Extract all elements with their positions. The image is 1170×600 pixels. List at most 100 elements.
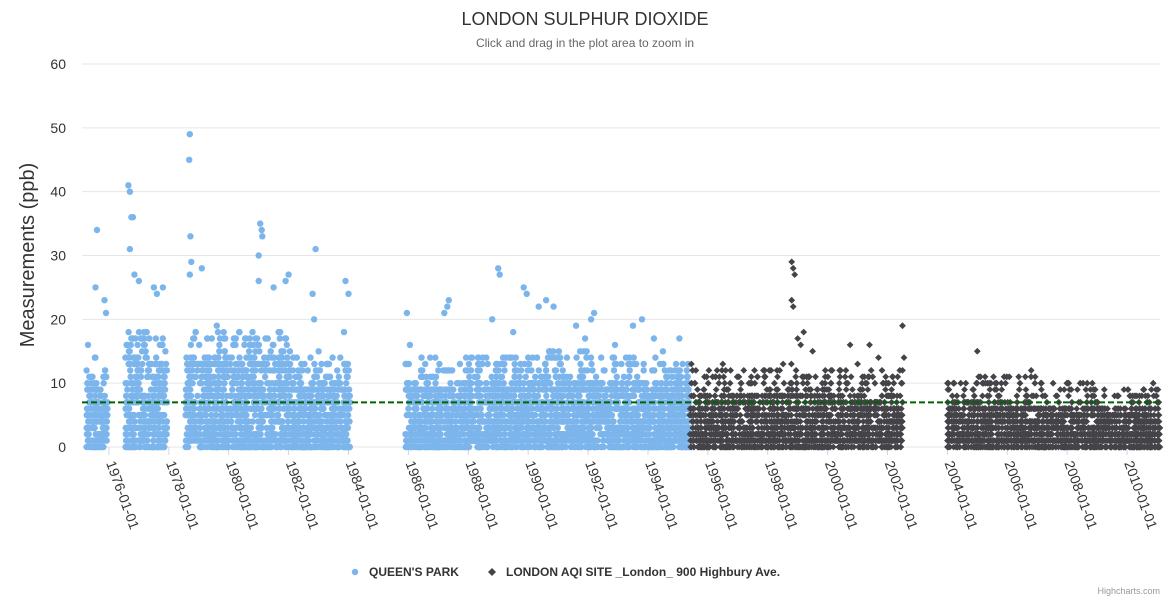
data-point xyxy=(160,431,167,438)
data-point xyxy=(284,373,291,380)
data-point xyxy=(506,354,513,361)
data-point xyxy=(132,380,139,387)
data-point xyxy=(234,411,242,419)
data-point xyxy=(544,443,552,451)
data-point xyxy=(479,418,486,425)
data-point xyxy=(553,392,561,400)
data-point xyxy=(329,437,336,444)
data-point xyxy=(258,226,265,234)
data-point xyxy=(425,418,432,425)
data-point xyxy=(612,405,620,412)
data-point xyxy=(407,443,414,451)
data-point xyxy=(534,392,541,400)
data-point xyxy=(552,443,559,451)
data-point xyxy=(587,354,595,361)
data-point xyxy=(420,392,427,400)
data-point xyxy=(584,443,592,451)
data-point xyxy=(644,411,651,419)
data-point xyxy=(626,443,633,451)
data-point xyxy=(656,437,663,444)
data-point xyxy=(618,431,626,438)
data-point xyxy=(227,405,234,412)
data-point xyxy=(147,411,155,419)
data-point xyxy=(652,354,659,361)
data-point xyxy=(238,360,246,368)
data-point xyxy=(575,437,582,444)
data-point xyxy=(585,392,592,400)
data-point xyxy=(264,380,271,387)
data-point xyxy=(191,335,198,342)
data-point xyxy=(306,386,313,393)
data-point xyxy=(282,277,289,285)
data-point xyxy=(672,360,680,368)
data-point xyxy=(535,418,543,425)
data-point xyxy=(196,341,203,349)
data-point xyxy=(477,405,484,412)
data-point xyxy=(308,392,315,400)
data-point xyxy=(625,431,632,438)
data-point xyxy=(222,335,229,342)
data-point xyxy=(334,380,341,387)
data-point xyxy=(264,354,272,361)
data-point xyxy=(249,328,256,336)
data-point xyxy=(211,360,218,368)
data-point xyxy=(638,316,646,323)
data-point xyxy=(550,348,557,355)
data-point xyxy=(296,373,303,380)
data-point xyxy=(588,380,595,387)
data-point xyxy=(238,424,245,432)
data-point xyxy=(679,431,686,438)
data-point xyxy=(88,373,95,380)
data-point xyxy=(676,335,683,342)
data-point xyxy=(416,418,424,425)
data-point xyxy=(455,431,463,438)
data-point xyxy=(406,431,414,438)
data-point xyxy=(490,380,497,387)
data-point xyxy=(487,431,495,438)
data-point xyxy=(669,392,676,400)
data-point xyxy=(443,424,451,432)
data-point xyxy=(216,335,224,342)
data-point xyxy=(546,380,553,387)
data-point xyxy=(230,373,237,380)
data-point xyxy=(490,424,497,432)
data-point xyxy=(282,360,289,368)
data-point xyxy=(403,309,411,317)
data-point xyxy=(312,405,319,412)
data-point xyxy=(577,380,584,387)
data-point xyxy=(476,386,483,393)
data-point xyxy=(322,431,329,438)
data-point xyxy=(402,360,409,368)
data-point xyxy=(330,405,337,412)
data-point xyxy=(92,437,99,444)
data-point xyxy=(411,392,418,400)
data-point xyxy=(135,277,143,285)
data-point xyxy=(600,392,608,400)
data-point xyxy=(271,418,279,425)
data-point xyxy=(419,367,426,374)
data-point xyxy=(557,360,564,368)
data-point xyxy=(125,328,132,336)
data-point xyxy=(557,437,564,444)
data-point xyxy=(290,354,297,361)
data-point xyxy=(525,392,532,400)
data-point xyxy=(500,411,507,419)
data-point xyxy=(585,437,592,444)
data-point xyxy=(680,418,687,425)
data-point xyxy=(102,405,109,412)
data-point xyxy=(187,233,194,240)
data-point xyxy=(320,405,327,412)
data-point xyxy=(123,411,130,419)
data-point xyxy=(432,443,439,451)
data-point xyxy=(150,437,157,444)
data-point xyxy=(145,418,152,425)
data-point xyxy=(187,411,195,419)
data-point xyxy=(134,424,141,432)
data-point xyxy=(345,290,352,297)
data-point xyxy=(130,437,137,444)
data-point xyxy=(679,360,686,368)
data-point xyxy=(542,367,550,374)
data-point xyxy=(311,360,318,368)
data-point xyxy=(273,380,280,387)
data-point xyxy=(652,424,660,432)
